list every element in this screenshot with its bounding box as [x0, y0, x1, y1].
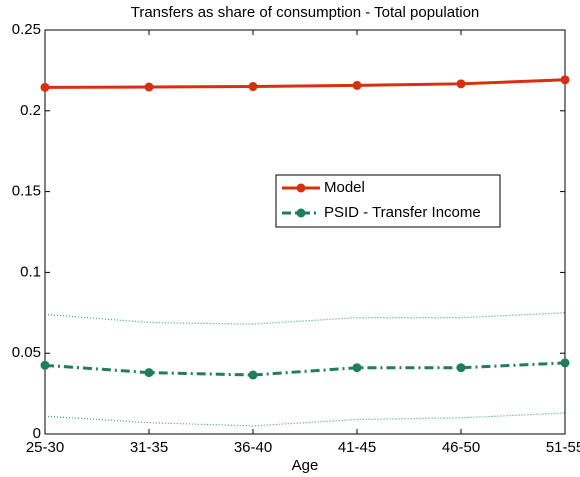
- y-tick-label: 0.05: [12, 344, 41, 361]
- point: [144, 368, 154, 378]
- y-tick-label: 0.1: [20, 263, 41, 280]
- legend-label: PSID - Transfer Income: [324, 204, 481, 221]
- y-tick-label: 0.2: [20, 102, 41, 119]
- point: [352, 363, 362, 373]
- series-line: [44, 78, 566, 89]
- y-tick-label: 0.15: [12, 183, 41, 200]
- legend-marker: [296, 183, 306, 193]
- point: [248, 82, 258, 92]
- point: [40, 360, 50, 370]
- y-tick-label: 0.25: [12, 21, 41, 38]
- x-tick-label: 31-35: [130, 439, 168, 456]
- legend-label: Model: [324, 179, 365, 196]
- point: [144, 82, 154, 92]
- point: [248, 370, 258, 380]
- point: [40, 82, 50, 92]
- plot-frame: [44, 29, 566, 435]
- x-tick-label: 51-55: [546, 439, 580, 456]
- point: [352, 80, 362, 90]
- x-axis-label: Age: [292, 457, 319, 474]
- legend-marker: [296, 208, 306, 218]
- series-line: [44, 361, 566, 377]
- legend-box: [275, 174, 501, 228]
- x-tick-label: 46-50: [442, 439, 480, 456]
- x-tick-label: 25-30: [26, 439, 64, 456]
- point: [456, 79, 466, 89]
- point: [456, 363, 466, 373]
- y-tick-label: 0: [33, 425, 41, 442]
- chart-title: Transfers as share of consumption - Tota…: [131, 4, 480, 21]
- x-tick-label: 36-40: [234, 439, 272, 456]
- point: [560, 358, 570, 368]
- point: [560, 75, 570, 85]
- x-tick-label: 41-45: [338, 439, 376, 456]
